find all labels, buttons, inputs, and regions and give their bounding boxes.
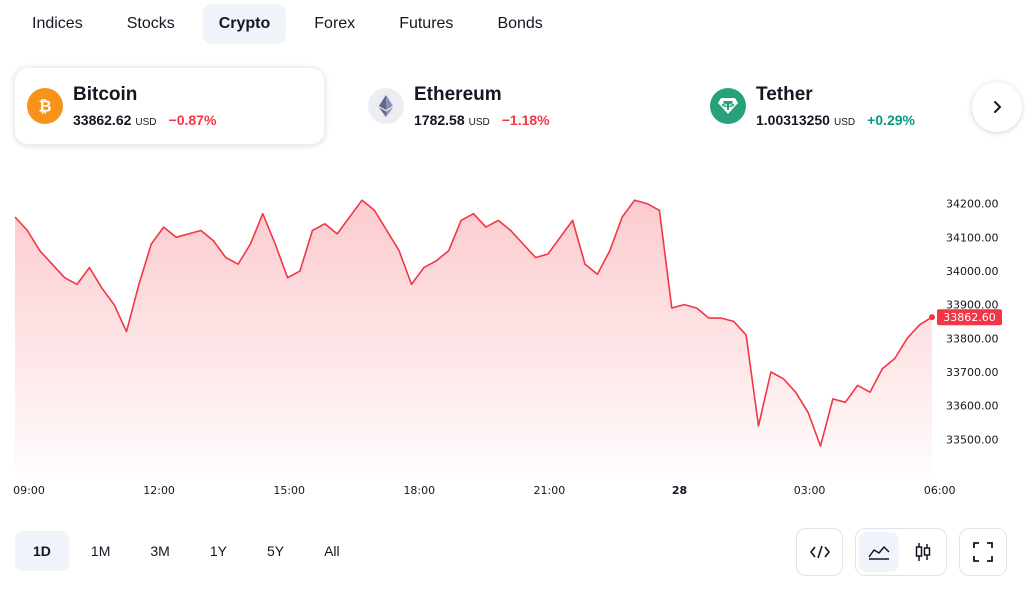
ticker-price: 1782.58 xyxy=(414,112,465,128)
chevron-right-icon xyxy=(994,101,1001,113)
market-tabs: Indices Stocks Crypto Forex Futures Bond… xyxy=(16,4,571,44)
range-1y[interactable]: 1Y xyxy=(209,543,227,559)
ticker-change: −0.87% xyxy=(168,112,217,128)
candle-chart-button[interactable] xyxy=(903,532,943,572)
embed-code-button[interactable] xyxy=(796,528,843,576)
x-tick-label: 15:00 xyxy=(273,484,305,497)
x-tick-label: 21:00 xyxy=(534,484,566,497)
y-tick-label: 34100.00 xyxy=(946,231,999,244)
range-5y[interactable]: 5Y xyxy=(266,543,285,559)
ticker-change: −1.18% xyxy=(501,112,550,128)
fullscreen-button[interactable] xyxy=(959,528,1007,576)
range-3m[interactable]: 3M xyxy=(150,543,170,559)
x-tick-label: 06:00 xyxy=(924,484,956,497)
ethereum-icon xyxy=(368,88,404,124)
ticker-currency: USD xyxy=(468,117,490,128)
ticker-change: +0.29% xyxy=(867,112,915,128)
x-tick-label: 28 xyxy=(672,484,687,497)
area-chart-button[interactable] xyxy=(859,532,899,572)
price-area xyxy=(15,200,932,473)
time-range-selector: 1D 1M 3M 1Y 5Y All xyxy=(15,531,362,571)
candlestick-icon xyxy=(915,543,931,561)
range-1d[interactable]: 1D xyxy=(15,531,69,571)
ticker-name: Ethereum xyxy=(414,84,502,105)
price-line xyxy=(14,199,933,447)
svg-text:₿: ₿ xyxy=(38,97,51,116)
x-tick-label: 18:00 xyxy=(403,484,435,497)
ticker-carousel: ₿ Bitcoin 33862.62 USD −0.87% Ethereum 1… xyxy=(14,67,974,145)
last-price-label: 33862.60 xyxy=(943,311,996,324)
price-chart[interactable]: 34200.00 34100.00 34000.00 33900.00 33800.00… xyxy=(0,170,1025,505)
y-tick-label: 33900.00 xyxy=(946,299,999,312)
tab-futures[interactable]: Futures xyxy=(399,15,454,32)
tab-stocks[interactable]: Stocks xyxy=(126,15,175,32)
tab-crypto[interactable]: Crypto xyxy=(202,4,287,44)
ticker-card-bitcoin[interactable]: ₿ Bitcoin 33862.62 USD −0.87% xyxy=(14,67,325,145)
y-tick-label: 33800.00 xyxy=(946,332,999,345)
tab-bonds[interactable]: Bonds xyxy=(497,15,543,32)
ticker-currency: USD xyxy=(833,117,856,128)
carousel-next-button[interactable] xyxy=(972,82,1022,132)
range-1m[interactable]: 1M xyxy=(90,543,111,559)
tether-icon xyxy=(710,88,746,124)
tab-forex[interactable]: Forex xyxy=(314,15,356,32)
ticker-currency: USD xyxy=(135,117,157,128)
ticker-card-ethereum[interactable]: Ethereum 1782.58 USD −1.18% xyxy=(356,67,667,145)
ticker-price: 1.00313250 xyxy=(756,112,830,128)
chart-style-toggle xyxy=(855,528,947,576)
ticker-card-tether[interactable]: Tether 1.00313250 USD +0.29% xyxy=(698,67,1009,145)
y-tick-label: 33600.00 xyxy=(946,400,999,413)
ticker-price: 33862.62 xyxy=(73,112,132,128)
range-all[interactable]: All xyxy=(324,543,340,559)
x-tick-label: 03:00 xyxy=(794,484,826,497)
ticker-name: Tether xyxy=(756,84,813,105)
area-chart-icon xyxy=(868,546,890,560)
y-tick-label: 33500.00 xyxy=(946,433,999,446)
y-tick-label: 34200.00 xyxy=(946,198,999,211)
ticker-name: Bitcoin xyxy=(73,84,138,105)
x-tick-label: 09:00 xyxy=(13,484,45,497)
bitcoin-icon: ₿ xyxy=(27,88,63,124)
last-price-badge xyxy=(937,309,1002,326)
y-tick-label: 34000.00 xyxy=(946,265,999,278)
x-tick-label: 12:00 xyxy=(143,484,175,497)
tab-indices[interactable]: Indices xyxy=(32,15,83,32)
fullscreen-icon xyxy=(973,542,993,562)
code-icon xyxy=(809,545,830,559)
y-tick-label: 33700.00 xyxy=(946,366,999,379)
last-price-dot xyxy=(929,314,935,321)
